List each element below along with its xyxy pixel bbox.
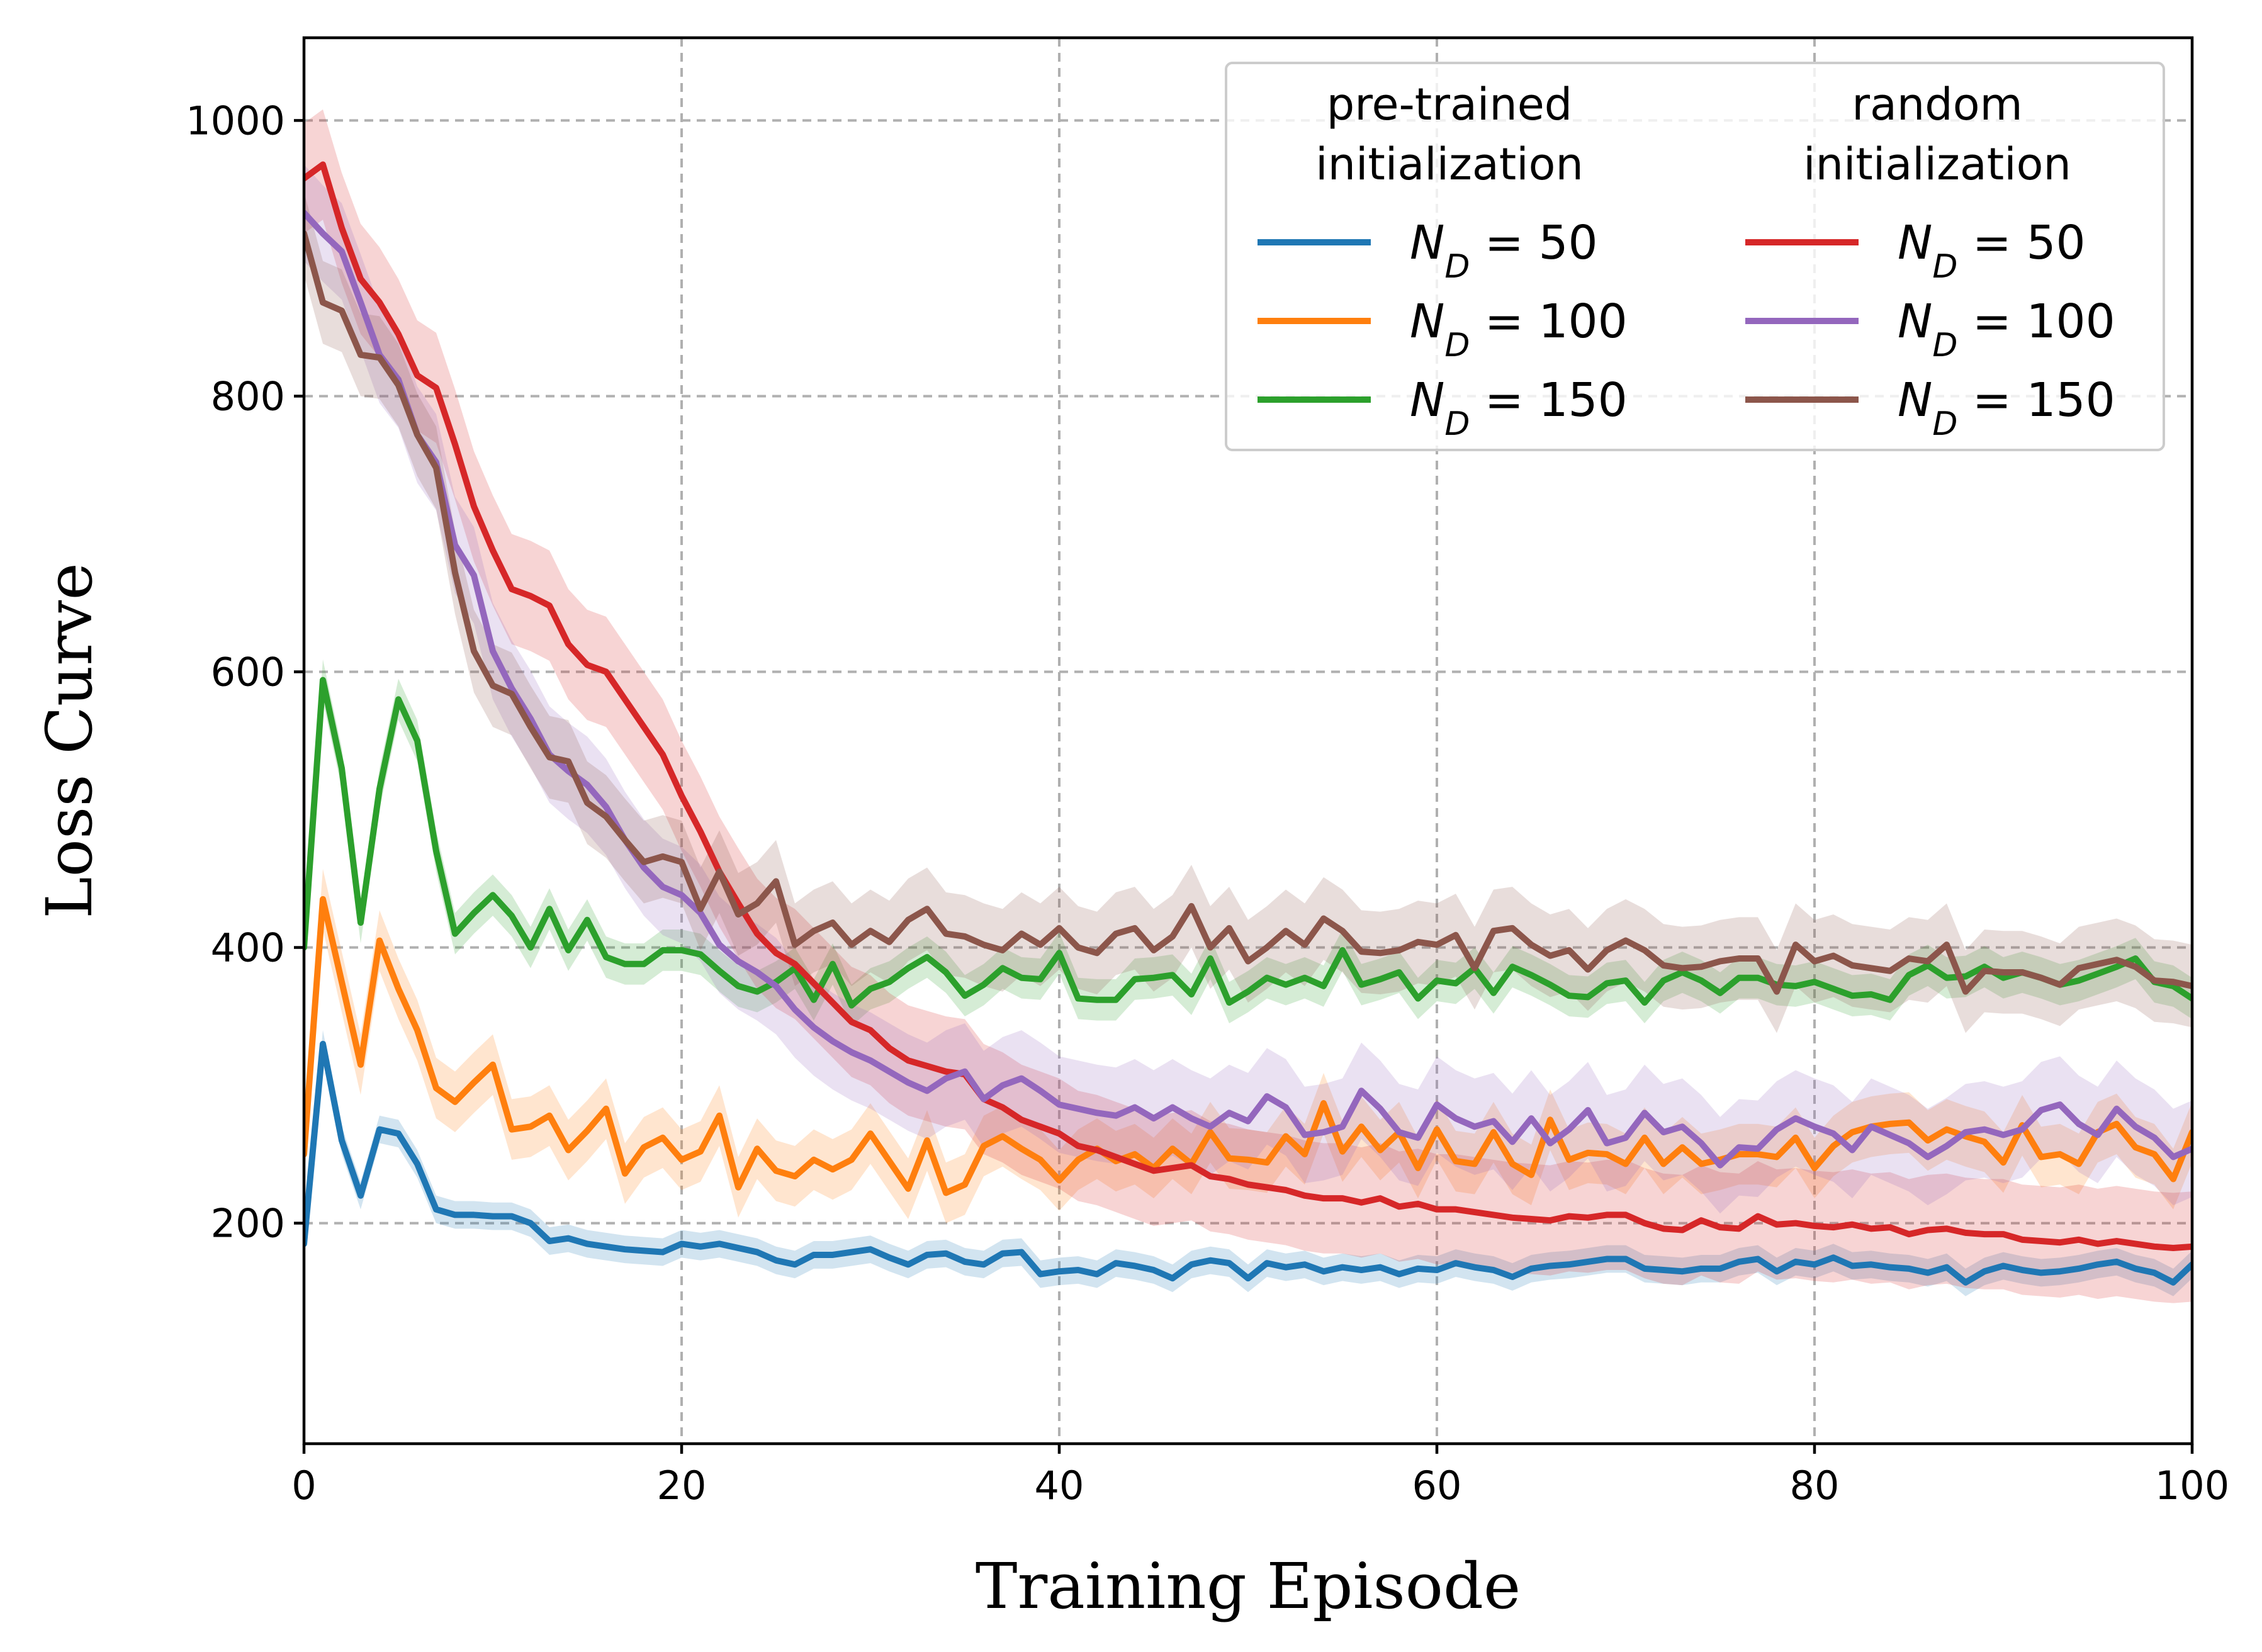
x-tick-label: 60 [1412,1463,1462,1509]
legend-column-header: initialization [1803,138,2071,190]
rand_150-line [304,230,2192,995]
legend-column-header: initialization [1315,138,1584,190]
pre_150-legend-label: ND = 150 [1410,373,1628,443]
legend: pre-trained initialization random initia… [1225,62,2165,451]
rand_100-legend-label: ND = 100 [1898,295,2115,364]
legend-box [1225,62,2165,451]
y-tick-label: 1000 [186,98,285,143]
rand_50-line [304,161,2192,1251]
pre_50-legend-label: ND = 50 [1410,216,1598,286]
y-tick-label: 600 [211,649,285,695]
y-tick-label: 400 [211,925,285,971]
plot-frame [302,36,2194,1446]
rand_50-band [304,109,2192,1303]
series-lines [304,161,2192,1286]
pre_50-line [304,1040,2192,1286]
y-axis-title: Loss Curve [33,563,106,918]
y-tick-label: 800 [211,373,285,419]
x-axis-title: Training Episode [976,1549,1521,1623]
x-tick-label: 80 [1790,1463,1840,1509]
legend-column-header: pre-trained [1327,79,1572,130]
axis-ticks: 0 20 40 60 80 100 200 400 600 800 1000 [186,98,2229,1509]
rand_150-band [304,192,2192,1033]
pre_50-band [304,1030,2192,1296]
legend-entries: ND = 50 ND = 100 ND = 150 ND = 50 ND = 100 ND… [1258,216,2115,443]
pre_150-line [304,677,2192,1009]
pre_100-legend-label: ND = 100 [1410,295,1628,364]
y-tick-label: 200 [211,1201,285,1247]
pre_100-line [304,896,2192,1196]
pre_100-band [304,868,2192,1223]
rand_150-legend-label: ND = 150 [1898,373,2115,443]
rand_50-legend-label: ND = 50 [1898,216,2086,286]
pre_150-band [304,659,2192,1026]
legend-column-header: random [1852,79,2023,130]
x-tick-label: 0 [291,1463,316,1509]
x-tick-label: 100 [2155,1463,2229,1509]
x-tick-label: 40 [1035,1463,1084,1509]
x-tick-label: 20 [657,1463,707,1509]
